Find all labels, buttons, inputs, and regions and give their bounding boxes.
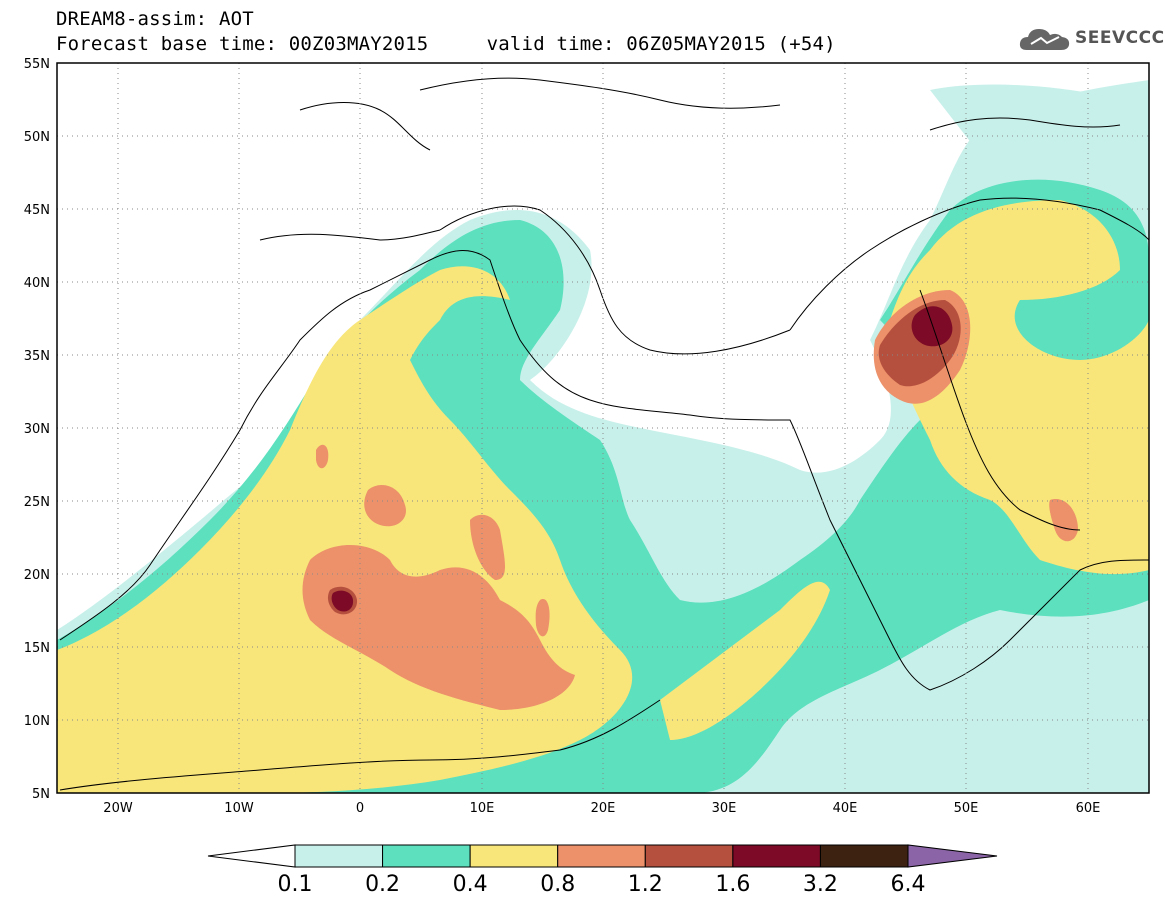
lat-labels: 5N 10N 15N 20N 25N 30N 35N 40N 45N 50N 5…: [24, 57, 50, 802]
colorbar-box: [557, 844, 646, 868]
lon-label: 0: [356, 801, 364, 816]
colorbar: 0.1 0.2 0.4 0.8 1.2 1.6 3.2 6.4: [207, 844, 998, 897]
colorbar-label: 0.4: [453, 872, 488, 897]
aot-level-1.6: [331, 306, 953, 612]
colorbar-under-triangle: [207, 844, 296, 868]
cloud-icon: [1019, 29, 1070, 50]
lon-label: 40E: [833, 801, 858, 816]
logo-text: SEEVCCC: [1075, 28, 1165, 48]
lon-label: 30E: [712, 801, 737, 816]
lat-label: 30N: [24, 422, 50, 437]
lat-label: 55N: [24, 57, 50, 72]
coastlines: [59, 77, 1149, 791]
chart-title: DREAM8-assim: AOT: [56, 8, 254, 30]
colorbar-label: 0.1: [278, 872, 313, 897]
lat-label: 50N: [24, 130, 50, 145]
lat-label: 15N: [24, 641, 50, 656]
lat-label: 20N: [24, 568, 50, 583]
time-info: Forecast base time: 00Z03MAY2015 valid t…: [56, 33, 836, 55]
colorbar-label: 0.8: [540, 872, 575, 897]
lon-label: 10W: [224, 801, 254, 816]
lon-label: 60E: [1076, 801, 1101, 816]
colorbar-label: 1.2: [628, 872, 663, 897]
colorbar-box: [469, 844, 559, 868]
map-frame: [56, 62, 1150, 794]
lon-label: 20E: [591, 801, 616, 816]
colorbar-label: 3.2: [803, 872, 838, 897]
lon-label: 10E: [470, 801, 495, 816]
lat-label: 25N: [24, 495, 50, 510]
colorbar-box: [819, 844, 909, 868]
colorbar-label: 6.4: [891, 872, 926, 897]
colorbar-box: [382, 844, 471, 868]
colorbar-box: [294, 844, 384, 868]
colorbar-label: 1.6: [715, 872, 750, 897]
lat-label: 35N: [24, 349, 50, 364]
lat-label: 45N: [24, 203, 50, 218]
lon-label: 20W: [103, 801, 133, 816]
seevccc-logo: SEEVCCC: [1017, 24, 1164, 54]
lon-label: 50E: [954, 801, 979, 816]
lat-label: 10N: [24, 714, 50, 729]
colorbar-box: [644, 844, 734, 868]
lon-labels: 20W 10W 0 10E 20E 30E 40E 50E 60E: [103, 801, 1100, 816]
gridlines: [57, 63, 1149, 793]
colorbar-over-triangle: [907, 844, 998, 868]
colorbar-box: [732, 844, 821, 868]
lat-label: 5N: [32, 787, 50, 802]
colorbar-label: 0.2: [365, 872, 400, 897]
lat-label: 40N: [24, 276, 50, 291]
